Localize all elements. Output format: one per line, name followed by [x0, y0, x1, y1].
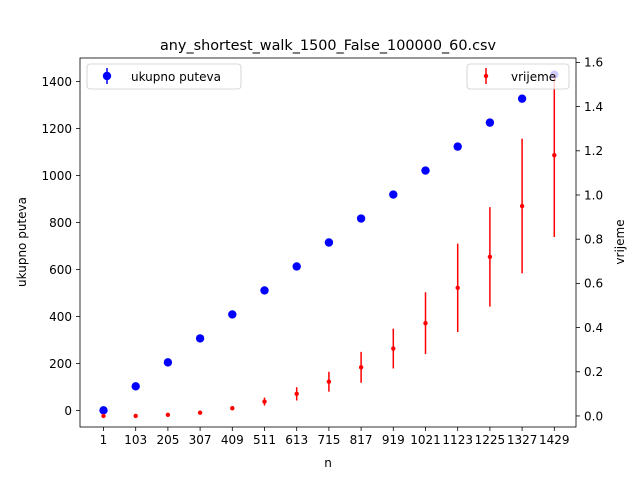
- plot-frame: [79, 57, 577, 428]
- data-marks: [99, 70, 559, 419]
- y-axis-left: 0 200 400 600 800 1000 1200 1400: [41, 75, 80, 418]
- legend-right: vrijeme: [466, 63, 570, 90]
- y-right-tick-label: 0.6: [584, 277, 603, 291]
- data-point: [389, 190, 398, 199]
- x-tick-label: 1: [100, 433, 108, 447]
- data-point: [165, 412, 171, 418]
- series-1: [99, 70, 559, 415]
- data-point: [552, 153, 557, 158]
- x-tick-label: 715: [317, 433, 340, 447]
- x-tick-label: 1225: [475, 433, 506, 447]
- data-point: [133, 413, 138, 419]
- legend-right-label: vrijeme: [511, 70, 556, 84]
- data-point: [485, 118, 495, 127]
- x-tick-label: 613: [285, 433, 308, 447]
- legend-left: ukupno puteva: [86, 63, 242, 90]
- legend-left-label: ukupno puteva: [131, 70, 221, 84]
- y-right-tick-label: 0.4: [584, 321, 603, 335]
- y-left-tick-label: 200: [49, 357, 72, 371]
- x-tick-label: 511: [253, 433, 276, 447]
- data-point: [163, 358, 173, 367]
- y-right-tick-label: 1.0: [584, 188, 603, 202]
- data-point: [356, 214, 366, 223]
- data-point: [195, 334, 205, 343]
- data-point: [423, 320, 428, 326]
- x-tick-label: 307: [189, 433, 212, 447]
- x-axis: 1 103 205 307 409 511 613 715 817 919 1021 1123 1225…: [100, 427, 570, 447]
- data-point: [487, 254, 493, 260]
- data-point: [262, 399, 267, 404]
- y-left-tick-label: 1000: [41, 169, 72, 183]
- y-left-tick-label: 1400: [41, 75, 72, 89]
- y-left-tick-label: 600: [49, 263, 72, 277]
- data-point: [421, 166, 430, 175]
- data-point: [99, 406, 108, 415]
- x-tick-label: 1327: [507, 433, 538, 447]
- x-tick-label: 103: [124, 433, 147, 447]
- legend-right-marker: [483, 73, 489, 79]
- y-right-tick-label: 0.8: [584, 232, 603, 246]
- x-tick-label: 919: [382, 433, 405, 447]
- y-right-tick-label: 0.2: [584, 365, 603, 379]
- data-point: [326, 379, 332, 384]
- data-point: [101, 413, 106, 419]
- data-point: [230, 406, 235, 411]
- x-tick-label: 1429: [539, 433, 570, 447]
- x-tick-label: 1021: [410, 433, 441, 447]
- x-tick-label: 817: [350, 433, 373, 447]
- data-point: [453, 142, 462, 151]
- data-point: [324, 238, 334, 247]
- y-left-tick-label: 400: [49, 310, 72, 324]
- series-2: [101, 73, 557, 419]
- chart-title: any_shortest_walk_1500_False_100000_60.c…: [160, 38, 496, 54]
- data-point: [228, 310, 237, 319]
- legend-left-marker: [102, 71, 112, 81]
- data-point: [517, 94, 527, 103]
- x-tick-label: 409: [221, 433, 244, 447]
- x-tick-label: 1123: [442, 433, 473, 447]
- data-point: [292, 262, 301, 271]
- y-right-tick-label: 1.4: [584, 100, 603, 114]
- data-point: [260, 286, 269, 295]
- data-point: [131, 382, 140, 391]
- legend-right-box: [466, 63, 570, 90]
- data-point: [455, 285, 460, 290]
- data-point: [294, 391, 299, 397]
- x-tick-label: 205: [156, 433, 179, 447]
- y-axis-right: 0.0 0.2 0.4 0.6 0.8 1.0 1.2 1.4 1.6: [576, 56, 603, 423]
- data-point: [519, 203, 525, 209]
- y-axis-right-label: vrijeme: [613, 219, 627, 264]
- y-axis-left-label: ukupno puteva: [15, 197, 29, 287]
- x-axis-label: n: [324, 456, 332, 470]
- data-point: [391, 346, 396, 351]
- data-point: [358, 365, 364, 370]
- y-right-tick-label: 1.2: [584, 144, 603, 158]
- y-right-tick-label: 1.6: [584, 56, 603, 70]
- y-left-tick-label: 1200: [41, 122, 72, 136]
- data-point: [197, 410, 203, 415]
- y-right-tick-label: 0.0: [584, 409, 603, 423]
- y-left-tick-label: 0: [64, 404, 72, 418]
- legend-left-box: [86, 63, 242, 90]
- y-left-tick-label: 800: [49, 216, 72, 230]
